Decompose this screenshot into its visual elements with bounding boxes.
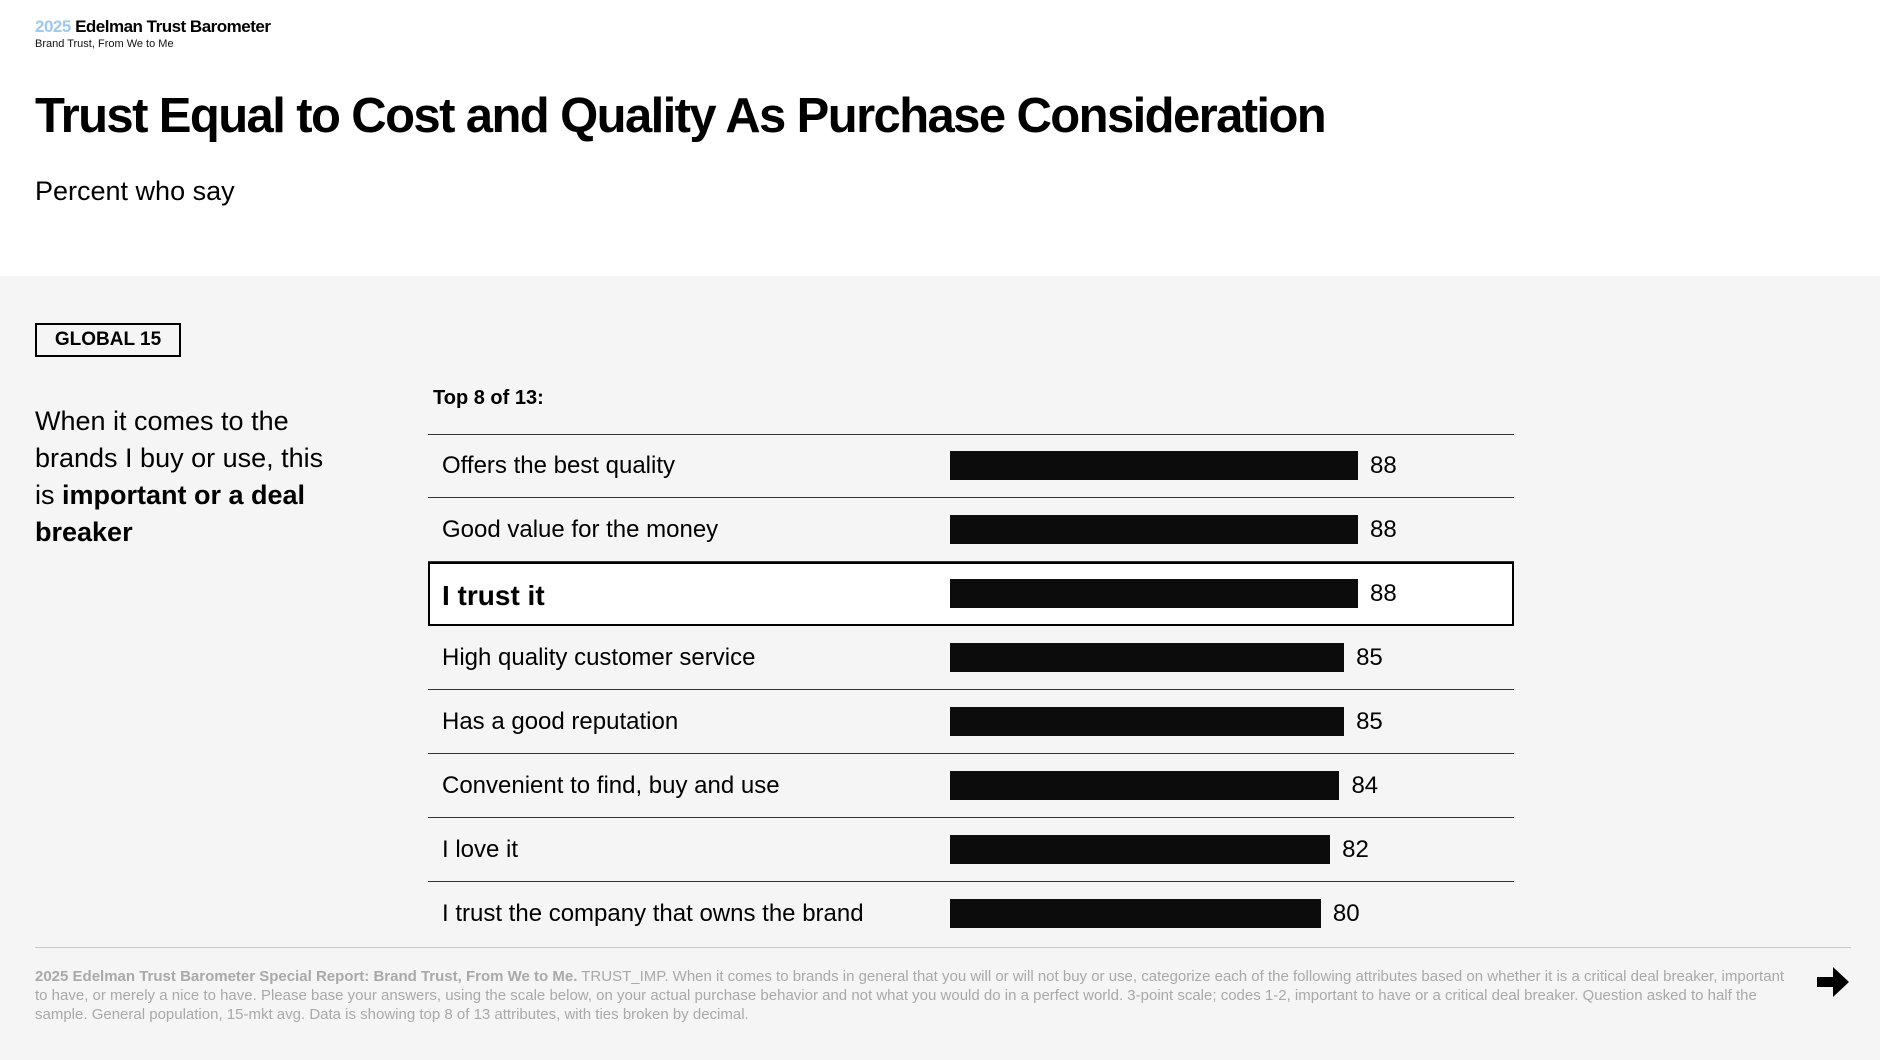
chart-row: Good value for the money 88 xyxy=(428,498,1514,562)
bar-label: Has a good reputation xyxy=(442,708,679,735)
chart-row: I trust it 88 xyxy=(428,562,1514,626)
chart-row: High quality customer service 85 xyxy=(428,626,1514,690)
chart-row: I love it 82 xyxy=(428,818,1514,882)
bar-label: Good value for the money xyxy=(442,516,719,543)
bar-value-label: 80 xyxy=(1332,900,1360,927)
page-subtitle: Percent who say xyxy=(35,176,235,206)
chart-row: Offers the best quality 88 xyxy=(428,434,1514,498)
footnote-text: TRUST_IMP. When it comes to brands in ge… xyxy=(35,968,1785,1023)
brand-year: 2025 xyxy=(35,17,71,36)
header-section: 2025 Edelman Trust Barometer Brand Trust… xyxy=(0,0,1880,276)
bar xyxy=(950,579,1358,608)
bar-value-label: 88 xyxy=(1370,580,1397,607)
page-title: Trust Equal to Cost and Quality As Purch… xyxy=(35,89,1327,143)
bar-label: Convenient to find, buy and use xyxy=(442,772,780,799)
chart-row: Convenient to find, buy and use 84 xyxy=(428,754,1514,818)
content-panel xyxy=(0,276,1880,1060)
brand-logo: 2025 Edelman Trust Barometer xyxy=(35,17,271,37)
region-tag: GLOBAL 15 xyxy=(35,323,181,357)
chart-row: Has a good reputation 85 xyxy=(428,690,1514,754)
bar-label: I love it xyxy=(442,836,519,863)
bar-chart: Offers the best quality 88 Good value for … xyxy=(428,434,1514,944)
bar-value-label: 82 xyxy=(1342,836,1369,863)
bar-value-label: 88 xyxy=(1370,516,1397,543)
bar-value-label: 85 xyxy=(1356,708,1383,735)
bar xyxy=(950,707,1345,736)
bar-value-label: 84 xyxy=(1351,772,1379,799)
lead-text: When it comes to the brands I buy or use… xyxy=(35,406,324,510)
footer-divider xyxy=(35,947,1851,948)
bar-label: High quality customer service xyxy=(442,644,756,671)
bar-value-label: 85 xyxy=(1356,644,1383,671)
bar xyxy=(950,771,1340,800)
lead-emphasis: important or a deal breaker xyxy=(35,480,306,547)
chart-row: I trust the company that owns the brand 8… xyxy=(428,882,1514,946)
arrow-right-icon[interactable] xyxy=(1813,962,1853,1002)
bar xyxy=(950,515,1358,544)
bar xyxy=(950,451,1358,480)
chart-title: Top 8 of 13: xyxy=(433,387,544,409)
brand-name: Edelman Trust Barometer xyxy=(75,17,271,36)
brand-subtitle: Brand Trust, From We to Me xyxy=(35,38,174,50)
footnote-source: 2025 Edelman Trust Barometer Special Rep… xyxy=(35,968,578,985)
bar xyxy=(950,899,1321,928)
question-lead: When it comes to the brands I buy or use… xyxy=(35,403,335,551)
bar-label: I trust the company that owns the brand xyxy=(442,900,864,927)
bar-label: Offers the best quality xyxy=(442,452,676,479)
chart-top-rule xyxy=(428,434,1514,435)
bar-label: I trust it xyxy=(442,580,545,611)
footnote: 2025 Edelman Trust Barometer Special Rep… xyxy=(35,967,1795,1024)
bar xyxy=(950,835,1331,864)
bar-value-label: 88 xyxy=(1370,452,1397,479)
bar xyxy=(950,643,1345,672)
